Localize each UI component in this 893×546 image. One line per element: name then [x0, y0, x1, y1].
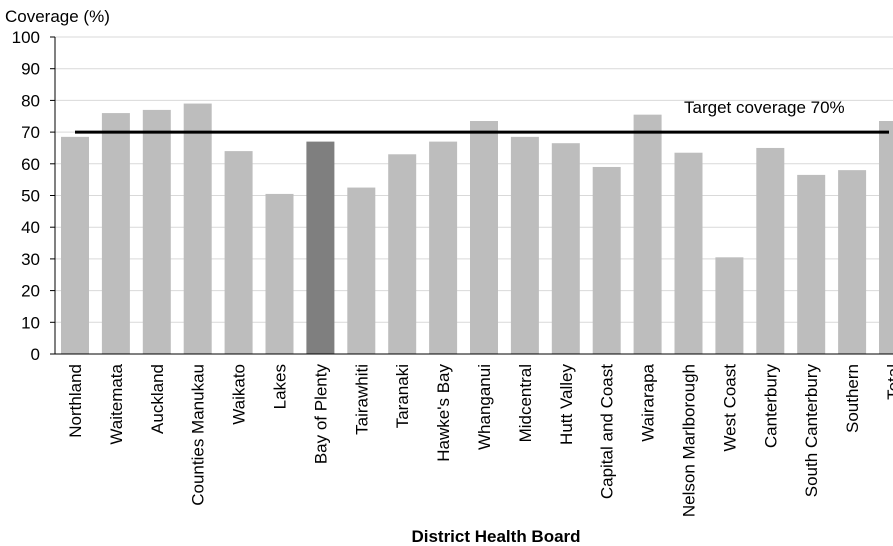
y-tick-labels: 0 10 20 30 40 50 60 70 80 90 100	[12, 28, 40, 364]
bar-lakes	[265, 193, 294, 354]
x-tick-label: Waikato	[230, 364, 249, 425]
x-tick-label: Southern	[843, 364, 862, 433]
axes	[50, 36, 893, 355]
x-tick-label: Whanganui	[475, 364, 494, 450]
bar-bay-of-plenty	[306, 141, 335, 354]
y-tick-label: 100	[12, 28, 40, 47]
bar-nelson-marlborough	[674, 152, 703, 354]
bar-tairawhiti	[347, 187, 376, 354]
x-tick-label: Midcentral	[516, 364, 535, 442]
bar-whanganui	[470, 121, 498, 354]
x-tick-label: South Canterbury	[802, 364, 821, 498]
bar-wairarapa	[633, 114, 662, 354]
y-tick-label: 10	[21, 313, 40, 332]
bar-waitemata	[101, 113, 130, 354]
y-tick-label: 30	[21, 250, 40, 269]
x-tick-label: Hawke's Bay	[434, 364, 453, 462]
x-tick-label: Bay of Plenty	[311, 364, 330, 465]
bar-capital-and-coast	[592, 166, 621, 354]
bar-total	[879, 121, 893, 354]
y-axis-label: Coverage (%)	[5, 7, 110, 26]
x-tick-label: Taranaki	[393, 364, 412, 428]
x-tick-label: Lakes	[271, 364, 290, 409]
bar-southern	[838, 170, 867, 354]
bar-taranaki	[388, 154, 417, 354]
x-tick-label: Tairawhiti	[352, 364, 371, 435]
x-tick-label: Counties Manukau	[189, 364, 208, 506]
x-tick-label: Total	[884, 364, 893, 400]
x-tick-label: Capital and Coast	[598, 364, 617, 499]
y-tick-label: 40	[21, 218, 40, 237]
x-axis-label: District Health Board	[411, 527, 580, 546]
x-tick-label: Wairarapa	[639, 363, 658, 441]
bar-south-canterbury	[797, 174, 826, 354]
y-tick-label: 70	[21, 123, 40, 142]
bar-counties-manukau	[183, 103, 212, 354]
x-tick-label: Canterbury	[761, 364, 780, 449]
bar-waikato	[224, 151, 253, 354]
bar-hawke-s-bay	[429, 141, 458, 354]
x-tick-label: Waitemata	[107, 363, 126, 444]
y-tick-label: 60	[21, 155, 40, 174]
bar-hutt-valley	[551, 143, 580, 354]
bars	[61, 103, 893, 354]
y-tick-label: 90	[21, 60, 40, 79]
bar-midcentral	[510, 136, 539, 354]
x-tick-label: Hutt Valley	[557, 364, 576, 445]
bar-auckland	[142, 109, 171, 354]
y-tick-label: 80	[21, 91, 40, 110]
x-tick-label: Auckland	[148, 364, 167, 434]
bar-west-coast	[715, 257, 744, 354]
x-tick-label: Nelson Marlborough	[680, 364, 699, 517]
bar-northland	[61, 136, 89, 354]
x-tick-labels: Northland Waitemata Auckland Counties Manuk…	[66, 363, 893, 517]
y-tick-label: 0	[31, 345, 40, 364]
bar-canterbury	[756, 147, 785, 354]
y-tick-label: 20	[21, 282, 40, 301]
y-tick-label: 50	[21, 187, 40, 206]
target-line-label: Target coverage 70%	[684, 98, 845, 117]
x-tick-label: West Coast	[720, 364, 739, 452]
x-tick-label: Northland	[66, 364, 85, 438]
